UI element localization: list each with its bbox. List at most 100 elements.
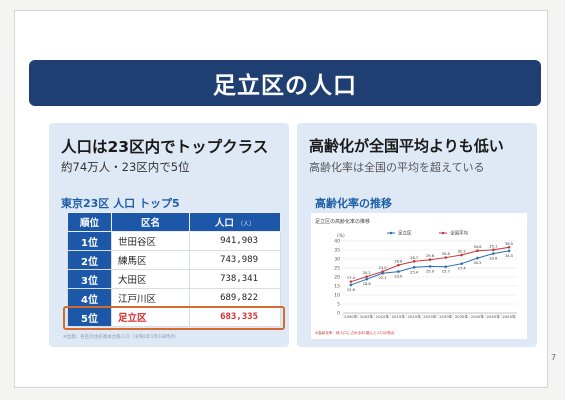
data-label: 23.0 [379,266,388,270]
population-unit: （人） [237,221,256,228]
data-label: 34.6 [473,245,482,249]
legend-label: 全国平均 [450,230,468,237]
data-point [507,249,511,253]
data-point [397,263,400,267]
table-row: 4位 江戸川区 689,822 [67,288,281,308]
data-point [428,258,432,262]
chart-footnote: ※高齢化率：総人口に占める65歳以上人口の割合 [315,330,395,335]
data-point [491,248,495,252]
data-label: 25.9 [426,269,435,273]
population-cell: 743,989 [189,250,281,270]
population-subheading: 約74万人・23区内で5位 [61,160,190,174]
data-point [381,270,384,273]
x-tick-label: 2025年 [423,314,437,319]
data-point [428,265,432,268]
y-tick-label: 5 [337,302,340,308]
ward-name-cell: 練馬区 [111,250,190,270]
population-cell: 689,822 [189,288,281,308]
data-label: 27.4 [458,267,467,271]
data-point [412,260,416,263]
y-tick-label: 40 [334,239,340,245]
y-tick-label: 30 [334,257,340,263]
ranking-table: 順位 区名 人口 （人） 1位 世田谷区 941,903 2位 練馬区 743,989 3位… [67,212,281,327]
y-tick-label: 0 [337,311,340,317]
table-header-row: 順位 区名 人口 （人） [67,212,281,232]
data-label: 18.8 [363,282,372,286]
legend-marker [389,231,393,235]
aging-panel: 高齢化が全国平均よりも低い 高齢化率は全国の平均を超えている 高齢化率の推移 足… [297,123,537,347]
data-label: 20.2 [363,271,371,275]
column-header-rank: 順位 [67,212,112,232]
title-banner: 足立区の人口 [29,60,541,106]
ward-name-cell: 大田区 [111,269,190,289]
x-tick-label: 2000年 [344,314,358,319]
population-panel: 人口は23区内でトップクラス 約74万人・23区内で5位 東京23区 人口 トッ… [49,123,289,347]
table-row: 2位 練馬区 743,989 [67,250,281,270]
data-point [444,265,448,269]
data-label: 25.7 [442,270,450,274]
population-cell: 738,341 [189,269,281,289]
population-cell: 941,903 [189,231,281,251]
aging-heading: 高齢化が全国平均よりも低い [309,137,504,155]
ward-name-cell: 江戸川区 [111,288,190,308]
data-label: 17.4 [347,276,356,280]
ward-name-cell: 世田谷区 [111,231,190,251]
ranking-table-title: 東京23区 人口 トップ5 [61,197,180,210]
y-tick-label: 10 [334,293,340,299]
x-tick-label: 2020年 [407,314,421,319]
data-point [444,256,448,259]
rank-cell: 1位 [67,231,112,251]
aging-subheading: 高齢化率は全国の平均を超えている [309,161,485,174]
data-label: 25.4 [410,270,419,274]
data-point [349,280,353,283]
data-label: 30.8 [442,252,451,256]
data-label: 15.6 [347,288,356,292]
y-tick-label: 15 [334,284,340,290]
population-heading: 人口は23区内でトップクラス [61,138,269,156]
legend-label: 足立区 [398,230,412,237]
x-tick-label: 2035年 [455,314,469,319]
data-label: 22.1 [379,276,387,280]
chart-card: 足立区の高齢化率の推移 (%) 足立区 全国平均 0 5 10 15 20 25 30 35 40… [311,213,527,339]
data-point [476,249,479,253]
data-point [365,277,369,281]
data-label: 35.1 [489,244,497,248]
data-point [365,275,369,278]
population-cell: 683,335 [189,307,281,327]
x-tick-label: 2040年 [471,314,485,319]
data-label: 28.7 [410,256,418,260]
page-number: 7 [551,353,557,362]
adachi-highlight-box [63,306,285,330]
column-header-population: 人口 （人） [189,212,281,232]
data-point [476,256,479,260]
slide-title: 足立区の人口 [213,73,357,99]
x-tick-label: 2030年 [439,314,453,319]
data-label: 33.0 [489,257,498,261]
data-label: 26.6 [394,260,403,264]
data-label: 32.2 [458,250,466,254]
data-point [491,252,495,255]
y-tick-label: 20 [334,275,340,281]
chart-section-title: 高齢化率の推移 [315,197,392,210]
ward-name-cell: 足立区 [111,307,190,327]
x-tick-label: 2005年 [360,314,374,319]
rank-cell: 5位 [67,307,112,327]
chart-y-axis-label: (%) [337,233,345,239]
data-label: 36.5 [505,242,513,246]
y-tick-label: 35 [334,248,340,254]
x-tick-label: 2010年 [376,314,390,319]
rank-cell: 4位 [67,288,112,308]
aging-rate-chart: 足立区の高齢化率の推移 (%) 足立区 全国平均 0 5 10 15 20 25 30 35 40… [315,218,517,335]
data-label: 30.5 [473,261,481,265]
data-point [397,270,400,273]
data-label: 29.6 [426,254,435,258]
table-row: 3位 大田区 738,341 [67,269,281,289]
rank-cell: 3位 [67,269,112,289]
y-tick-label: 25 [334,266,340,272]
column-header-ward: 区名 [111,212,190,232]
chart-caption: 足立区の高齢化率の推移 [315,218,370,225]
table-row: 1位 世田谷区 941,903 [67,231,281,251]
data-point [460,262,463,265]
data-label: 34.5 [505,254,513,258]
data-point [412,265,416,269]
